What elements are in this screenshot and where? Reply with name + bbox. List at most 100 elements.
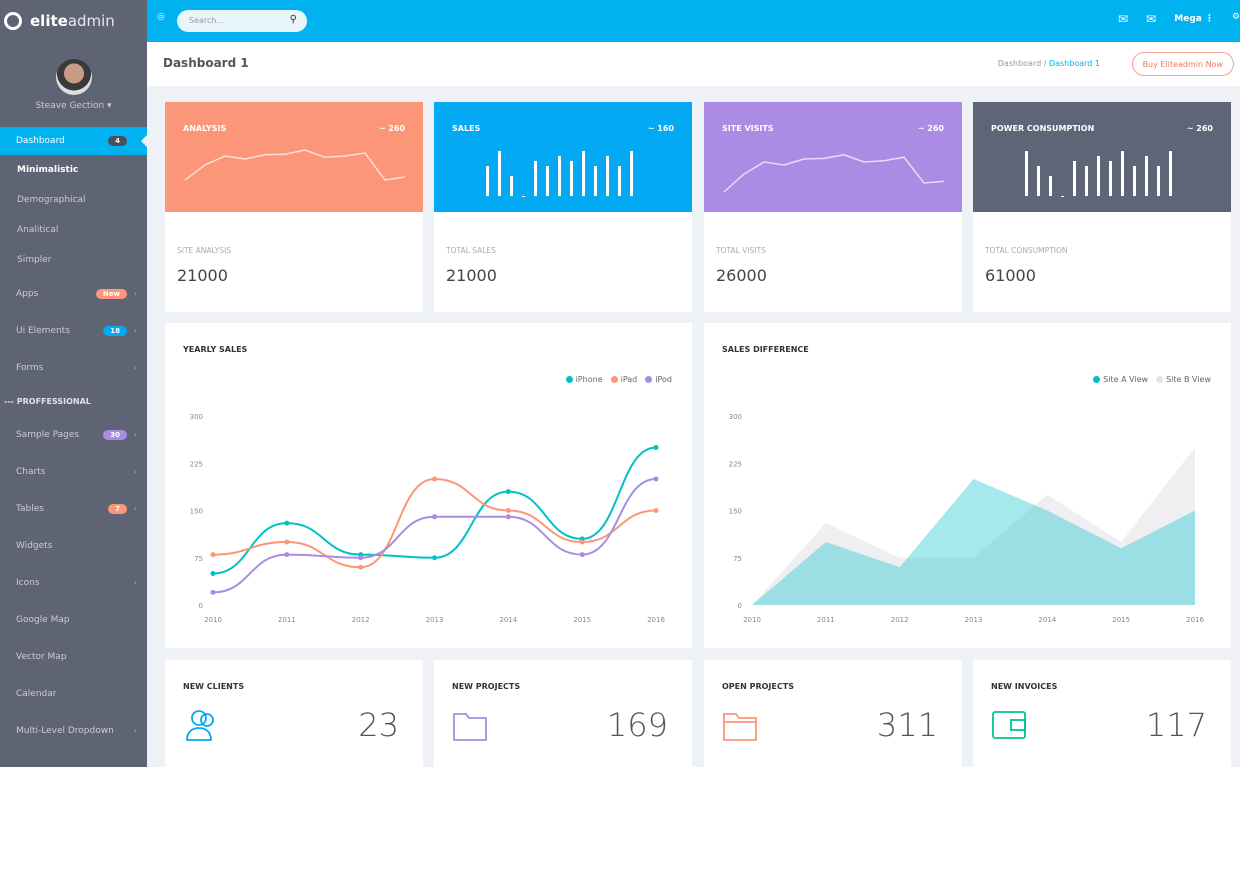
x-tick-label: 2015 [573, 616, 591, 624]
stat-card-header: SALES ~ 160 [434, 102, 692, 212]
sidebar-item[interactable]: Calendar [0, 675, 147, 712]
buy-button[interactable]: Buy Eliteadmin Now [1131, 52, 1234, 76]
stat-title: SALES [452, 124, 481, 133]
stat-label: SITE ANALYSIS [177, 246, 232, 255]
legend-label: iPhone [575, 375, 603, 384]
sidebar-item[interactable]: Charts ‹ [0, 453, 147, 490]
sidebar-item-label: Apps [16, 288, 39, 299]
sidebar-item[interactable]: Icons ‹ [0, 564, 147, 601]
legend-item[interactable]: Site B View [1156, 375, 1211, 384]
stat-value: 21000 [446, 266, 497, 285]
x-tick-label: 2010 [743, 616, 761, 624]
data-point[interactable] [432, 555, 437, 561]
data-point[interactable] [284, 539, 290, 545]
data-point[interactable] [284, 552, 290, 558]
data-point[interactable] [358, 555, 364, 561]
sparkline-bar [1109, 161, 1112, 196]
section-header: --- PROFFESSIONAL [4, 396, 91, 406]
app: elite admin Steave Gection ▾ Dashboard 4 M… [0, 0, 1240, 767]
x-tick-label: 2015 [1112, 616, 1130, 624]
data-point[interactable] [505, 514, 511, 520]
sidebar-item[interactable]: Google Map [0, 601, 147, 638]
sidebar-item[interactable]: Apps New ‹ [0, 275, 147, 312]
data-point[interactable] [579, 552, 585, 558]
data-point[interactable] [432, 476, 437, 482]
y-tick-label: 225 [729, 460, 742, 468]
sidebar-item[interactable]: Tables 7 ‹ [0, 490, 147, 527]
legend-item[interactable]: iPod [645, 375, 672, 384]
data-point[interactable] [653, 476, 659, 482]
chart-legend: iPhone iPad iPod [565, 375, 672, 384]
sidebar-item[interactable]: Forms ‹ [0, 349, 147, 386]
data-point[interactable] [505, 508, 511, 513]
sparkline-bar [534, 161, 537, 196]
info-value: 169 [606, 706, 668, 744]
data-point[interactable] [653, 508, 659, 513]
data-point[interactable] [210, 589, 216, 595]
x-tick-label: 2016 [1186, 616, 1204, 624]
data-point[interactable] [505, 489, 511, 495]
notifications-icon[interactable]: ✉ [1145, 12, 1156, 26]
sparkline-bar [522, 196, 525, 197]
badge: New [95, 288, 127, 299]
sparkline-bar [570, 161, 573, 196]
sidebar-item-label: Icons [16, 577, 40, 588]
avatar[interactable] [55, 59, 92, 95]
chevron-left-icon: ‹ [133, 430, 137, 439]
sparkline-bar [1073, 161, 1076, 196]
logo[interactable]: elite admin [0, 0, 147, 42]
sidebar-item-label: Vector Map [16, 651, 67, 662]
folder-icon [453, 713, 487, 741]
data-point[interactable] [210, 552, 216, 558]
stat-card: ANALYSIS ~ 260 SITE ANALYSIS 21000 [165, 102, 423, 312]
search-input[interactable]: Search... ⚲ [177, 10, 307, 32]
legend-item[interactable]: Site A View [1093, 375, 1148, 384]
y-tick-label: 0 [738, 602, 742, 610]
data-point[interactable] [653, 445, 659, 450]
chevron-left-icon: ‹ [133, 289, 137, 298]
sparkline-bar [558, 156, 561, 196]
settings-icon[interactable]: ⚙ [1231, 12, 1240, 22]
mega-menu[interactable]: Mega ⋮ [1174, 14, 1214, 24]
wallet-icon [992, 711, 1026, 739]
stat-label: TOTAL SALES [446, 246, 496, 255]
sparkline [1025, 151, 1172, 197]
sidebar-item[interactable]: Widgets [0, 527, 147, 564]
sparkline-bar [498, 151, 501, 196]
sparkline-bar [606, 156, 609, 196]
breadcrumb-link[interactable]: Dashboard [997, 59, 1042, 68]
stat-card: SALES ~ 160 TOTAL SALES 21000 [434, 102, 692, 312]
data-point[interactable] [358, 564, 364, 570]
sidebar-subitem[interactable]: Demographical [17, 195, 86, 205]
y-tick-label: 75 [733, 555, 742, 563]
sidebar-item-label: Tables [16, 503, 44, 514]
search-placeholder: Search... [189, 16, 225, 25]
stat-value: 61000 [985, 266, 1036, 285]
sidebar-item[interactable]: Vector Map [0, 638, 147, 675]
area-series [752, 479, 1195, 605]
sidebar-item[interactable]: Multi-Level Dropdown ‹ [0, 712, 147, 749]
yearly-sales-chart: 0 75 150 225 300 2010 2011 2012 2013 2014 2015 2016 [190, 413, 666, 624]
legend-item[interactable]: iPad [610, 375, 637, 384]
stat-card: POWER CONSUMPTION ~ 260 TOTAL CONSUMPTION 6… [973, 102, 1231, 312]
sidebar-item-dashboard[interactable]: Dashboard 4 [0, 127, 147, 155]
user-name-dropdown[interactable]: Steave Gection ▾ [35, 101, 112, 111]
sidebar-subitem[interactable]: Minimalistic [17, 165, 79, 175]
legend-item[interactable]: iPhone [565, 375, 603, 384]
messages-icon[interactable]: ✉ [1117, 12, 1128, 26]
sidebar-subitem[interactable]: Simpler [17, 255, 52, 265]
sidebar-item[interactable]: Sample Pages 30 ‹ [0, 416, 147, 453]
menu-toggle-icon[interactable]: ◎ [157, 12, 165, 22]
data-point[interactable] [432, 514, 437, 520]
data-point[interactable] [210, 571, 216, 576]
sidebar-subitem[interactable]: Analitical [17, 225, 59, 235]
sparkline [486, 151, 633, 197]
data-point[interactable] [284, 520, 290, 526]
sparkline-bar [1121, 151, 1124, 196]
y-tick-label: 225 [190, 460, 203, 468]
stat-value: 21000 [177, 266, 228, 285]
search-icon[interactable]: ⚲ [289, 14, 297, 25]
stat-card-header: SITE VISITS ~ 260 [704, 102, 962, 212]
data-point[interactable] [579, 539, 585, 545]
sidebar-item[interactable]: Ui Elements 18 ‹ [0, 312, 147, 349]
